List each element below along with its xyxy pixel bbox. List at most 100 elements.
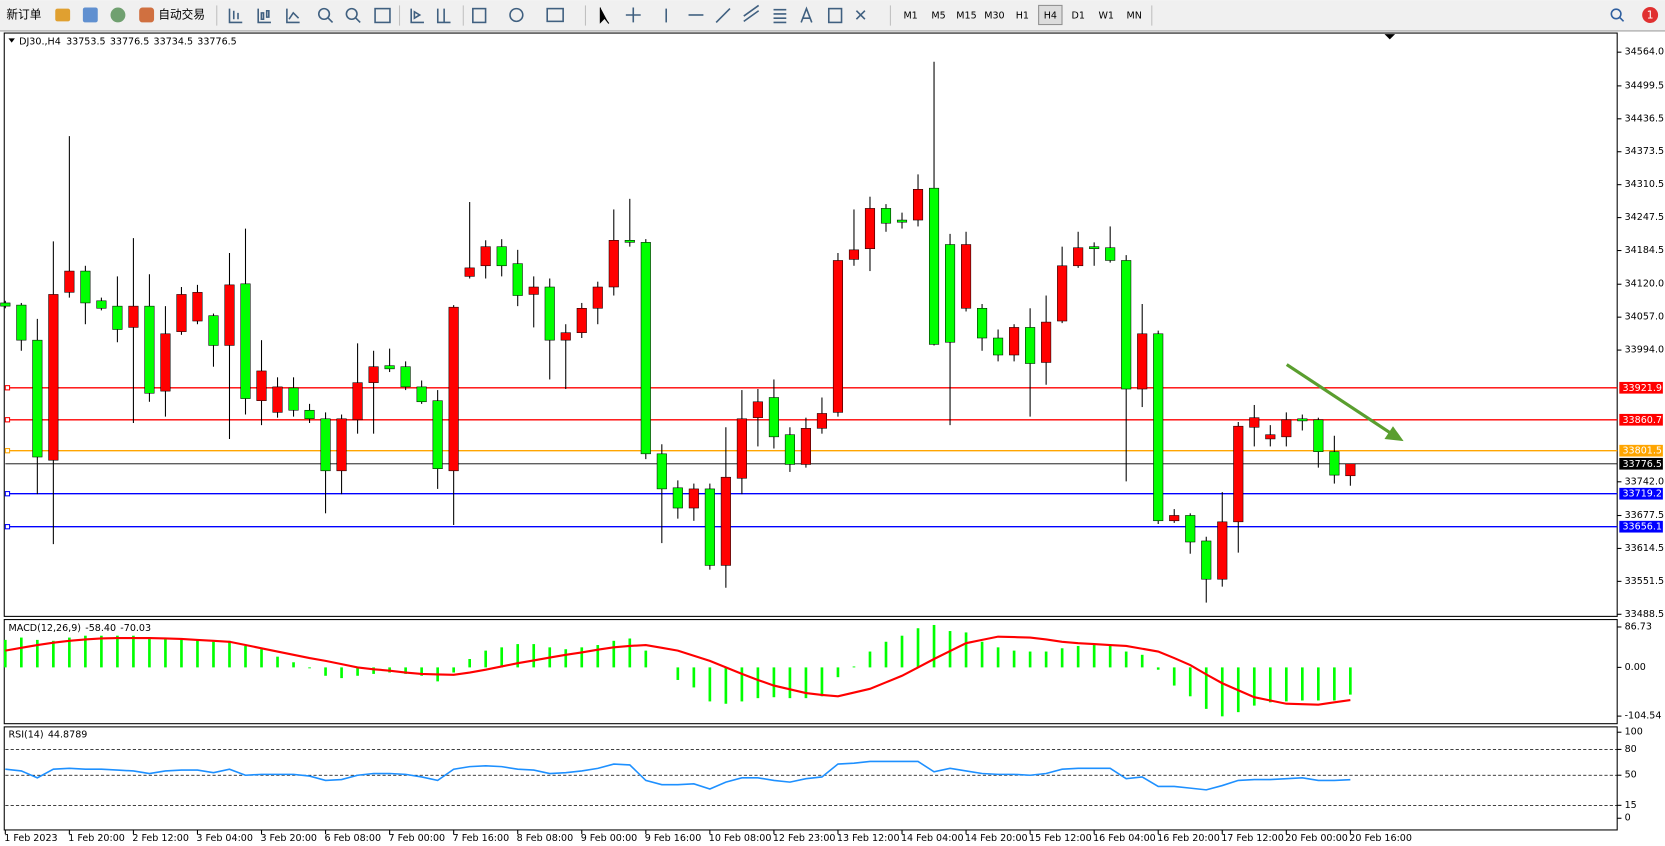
icon[interactable]	[55, 8, 71, 22]
timeframe-button[interactable]: M1	[903, 11, 917, 22]
candle-body	[912, 189, 924, 221]
candle-body	[1137, 333, 1148, 390]
candle-body	[880, 208, 892, 224]
icon[interactable]	[228, 8, 243, 24]
icon[interactable]	[257, 8, 271, 24]
candle-body	[864, 208, 876, 250]
symbol-marker	[8, 38, 15, 43]
candle-body	[1233, 425, 1244, 523]
y-tick-label: 80	[1625, 744, 1637, 755]
y-tick-label: 34436.5	[1625, 113, 1664, 124]
icon[interactable]	[509, 7, 524, 23]
x-tick-label: 15 Feb 12:00	[1029, 833, 1092, 844]
timeframe-button[interactable]: W1	[1098, 11, 1114, 22]
auto-trading-button[interactable]: 自动交易	[158, 7, 205, 21]
y-tick-label: 33488.5	[1625, 609, 1664, 620]
timeframe-button[interactable]: M30	[984, 11, 1004, 22]
candle-body	[784, 434, 795, 465]
y-tick-label: 86.73	[1625, 621, 1652, 632]
candle-body	[128, 305, 139, 328]
arrow-shaft	[1285, 363, 1391, 434]
level-label: 33719.2	[1622, 489, 1661, 500]
timeframe-button[interactable]: M5	[931, 11, 945, 22]
new-order-button[interactable]: 新订单	[6, 7, 41, 21]
icon[interactable]	[345, 7, 358, 21]
candle-body	[368, 366, 379, 383]
x-tick-label: 13 Feb 12:00	[837, 833, 900, 844]
candle-body	[528, 286, 539, 295]
icon[interactable]	[827, 7, 843, 24]
icon[interactable]	[374, 7, 391, 24]
rsi-value: 44.8789	[48, 729, 87, 740]
toolbar-icons	[228, 4, 866, 24]
level-label: 33656.1	[1622, 522, 1661, 533]
icon[interactable]	[472, 7, 487, 24]
icon[interactable]	[436, 8, 451, 24]
icon[interactable]	[327, 17, 334, 23]
icon[interactable]	[82, 7, 98, 23]
icon[interactable]	[625, 7, 641, 23]
timeframe-button[interactable]: M15	[956, 11, 976, 22]
y-tick-label: -104.54	[1625, 711, 1662, 722]
timeframe-button[interactable]: H4	[1044, 11, 1057, 22]
icon[interactable]	[1610, 8, 1622, 20]
level-label: 33921.9	[1622, 383, 1661, 394]
icon[interactable]	[317, 7, 331, 21]
candle-body	[945, 244, 956, 343]
candle-body	[400, 366, 411, 388]
icon[interactable]	[800, 6, 813, 23]
candle-body	[848, 249, 860, 260]
y-tick-label: 15	[1625, 800, 1637, 811]
candle-body	[672, 487, 683, 509]
candle-body	[1217, 521, 1228, 580]
candle-body	[608, 240, 619, 288]
toolbar-separators	[216, 5, 1153, 26]
icon[interactable]	[715, 8, 731, 23]
x-tick-label: 1 Feb 2023	[4, 833, 57, 844]
level-label-box	[1619, 487, 1663, 500]
icon[interactable]	[743, 4, 760, 23]
cursor-icon[interactable]	[599, 7, 610, 24]
x-tick-label: 8 Feb 08:00	[517, 833, 574, 844]
candle-body	[1025, 327, 1036, 364]
current-price-label: 33776.5	[1622, 459, 1661, 470]
y-tick-label: 33677.5	[1625, 510, 1664, 521]
icon[interactable]	[110, 7, 126, 23]
candle-body	[1201, 540, 1212, 580]
candle-body	[1265, 434, 1276, 440]
candle-body	[1105, 247, 1116, 261]
auto-trading-icon[interactable]	[139, 7, 155, 23]
candle-body	[208, 315, 219, 346]
arrow-head	[1384, 426, 1404, 442]
icon[interactable]	[546, 7, 564, 23]
candle-body	[416, 386, 427, 403]
main-plot-frame	[3, 32, 1618, 617]
current-price-box	[1619, 457, 1663, 470]
notification-badge[interactable]	[1642, 7, 1659, 23]
icon[interactable]	[410, 8, 424, 24]
search-icon[interactable]	[1610, 8, 1625, 22]
candle-body	[1313, 419, 1324, 452]
x-tick-label: 1 Feb 20:00	[68, 833, 125, 844]
chart-layer: 34564.0 34499.5 34436.5 34373.5 34310.5 34247…	[0, 47, 1664, 844]
timeframe-button[interactable]: D1	[1072, 11, 1085, 22]
timeframe-button[interactable]: H1	[1016, 11, 1029, 22]
candle-body	[304, 409, 315, 420]
candle-body	[64, 270, 75, 293]
candle-body	[96, 300, 107, 309]
icon[interactable]	[1618, 16, 1625, 22]
candle-body	[320, 418, 331, 472]
icon[interactable]	[855, 10, 866, 20]
candle-body	[1345, 463, 1356, 477]
candle-body	[352, 382, 363, 421]
candle-body	[768, 397, 779, 438]
icon[interactable]	[286, 8, 300, 24]
candle-body	[464, 267, 475, 277]
icon[interactable]	[355, 17, 361, 23]
level-label: 33860.7	[1622, 415, 1661, 426]
icon[interactable]	[773, 8, 787, 24]
candle-body	[0, 302, 11, 307]
x-tick-label: 16 Feb 04:00	[1093, 833, 1156, 844]
timeframe-button[interactable]: MN	[1126, 11, 1141, 22]
